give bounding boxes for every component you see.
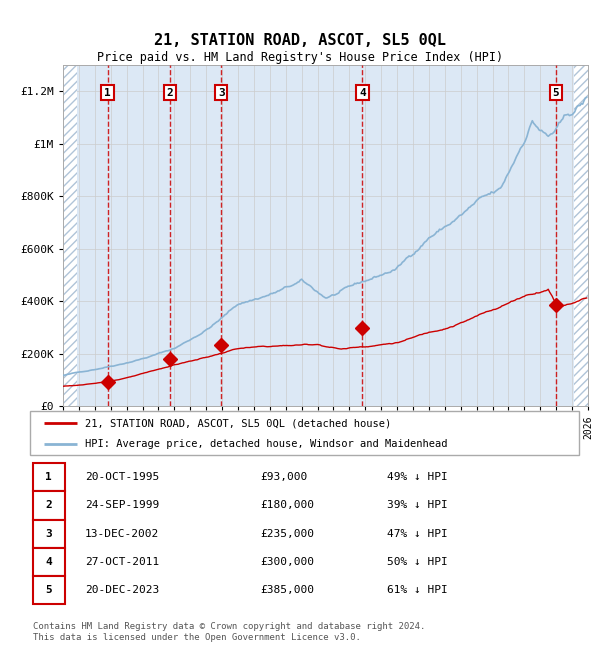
FancyBboxPatch shape bbox=[33, 463, 65, 491]
Text: 3: 3 bbox=[45, 528, 52, 539]
Text: £300,000: £300,000 bbox=[260, 557, 314, 567]
Text: Contains HM Land Registry data © Crown copyright and database right 2024.
This d: Contains HM Land Registry data © Crown c… bbox=[33, 622, 425, 642]
Text: 1: 1 bbox=[104, 88, 111, 97]
Text: 61% ↓ HPI: 61% ↓ HPI bbox=[387, 585, 448, 595]
Bar bbox=[63, 65, 77, 406]
Text: £235,000: £235,000 bbox=[260, 528, 314, 539]
Text: 47% ↓ HPI: 47% ↓ HPI bbox=[387, 528, 448, 539]
Text: HPI: Average price, detached house, Windsor and Maidenhead: HPI: Average price, detached house, Wind… bbox=[85, 439, 448, 449]
Text: 21, STATION ROAD, ASCOT, SL5 0QL: 21, STATION ROAD, ASCOT, SL5 0QL bbox=[154, 32, 446, 48]
Text: £385,000: £385,000 bbox=[260, 585, 314, 595]
Text: 1: 1 bbox=[45, 473, 52, 482]
Text: £180,000: £180,000 bbox=[260, 500, 314, 510]
Text: 20-OCT-1995: 20-OCT-1995 bbox=[85, 473, 159, 482]
Text: 50% ↓ HPI: 50% ↓ HPI bbox=[387, 557, 448, 567]
Text: 4: 4 bbox=[359, 88, 366, 97]
FancyBboxPatch shape bbox=[30, 411, 579, 455]
Text: 20-DEC-2023: 20-DEC-2023 bbox=[85, 585, 159, 595]
Text: £93,000: £93,000 bbox=[260, 473, 308, 482]
Text: 13-DEC-2002: 13-DEC-2002 bbox=[85, 528, 159, 539]
Text: 4: 4 bbox=[45, 557, 52, 567]
FancyBboxPatch shape bbox=[33, 548, 65, 576]
Text: Price paid vs. HM Land Registry's House Price Index (HPI): Price paid vs. HM Land Registry's House … bbox=[97, 51, 503, 64]
Text: 27-OCT-2011: 27-OCT-2011 bbox=[85, 557, 159, 567]
Text: 5: 5 bbox=[45, 585, 52, 595]
Text: 21, STATION ROAD, ASCOT, SL5 0QL (detached house): 21, STATION ROAD, ASCOT, SL5 0QL (detach… bbox=[85, 418, 391, 428]
FancyBboxPatch shape bbox=[33, 519, 65, 548]
Text: 5: 5 bbox=[553, 88, 559, 97]
Text: 39% ↓ HPI: 39% ↓ HPI bbox=[387, 500, 448, 510]
Text: 2: 2 bbox=[167, 88, 173, 97]
Text: 49% ↓ HPI: 49% ↓ HPI bbox=[387, 473, 448, 482]
Bar bbox=[574, 65, 588, 406]
Text: 2: 2 bbox=[45, 500, 52, 510]
Text: 24-SEP-1999: 24-SEP-1999 bbox=[85, 500, 159, 510]
FancyBboxPatch shape bbox=[33, 491, 65, 519]
FancyBboxPatch shape bbox=[33, 576, 65, 604]
Text: 3: 3 bbox=[218, 88, 224, 97]
